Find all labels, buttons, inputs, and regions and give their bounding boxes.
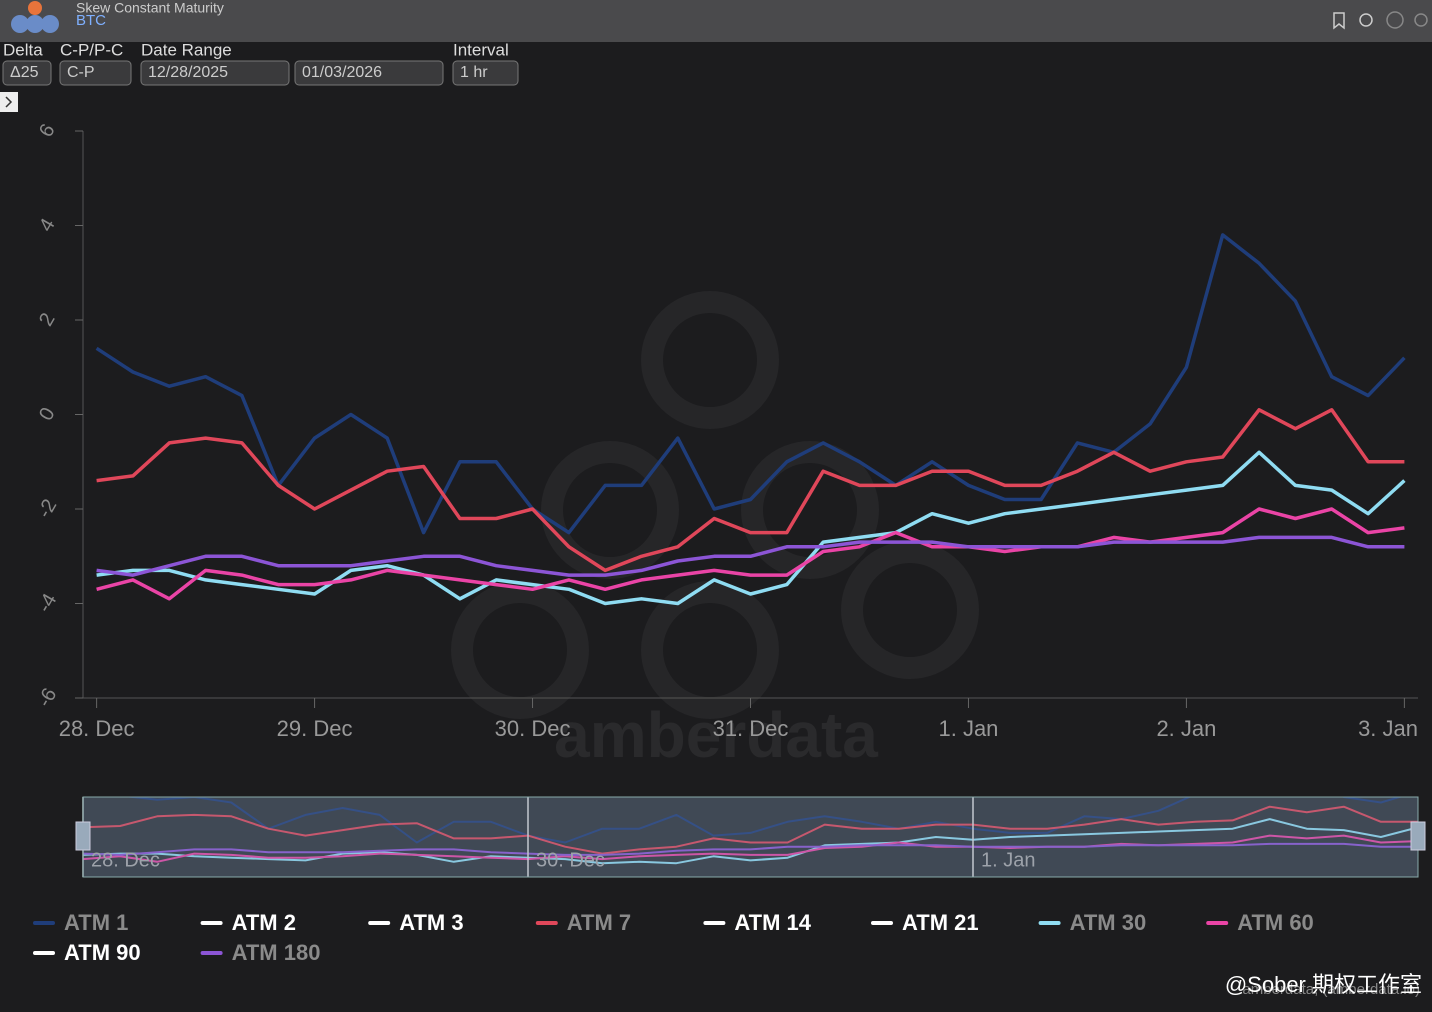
legend-label[interactable]: ATM 7 bbox=[567, 910, 631, 935]
watermark: amberdata bbox=[554, 699, 878, 771]
legend-label[interactable]: ATM 3 bbox=[399, 910, 463, 935]
control-value: 12/28/2025 bbox=[148, 64, 228, 81]
navigator-label: 30. Dec bbox=[536, 849, 605, 871]
legend-label[interactable]: ATM 21 bbox=[902, 910, 979, 935]
credits: amberdata, (amberdata.io) bbox=[1242, 981, 1420, 998]
control-label: Delta bbox=[3, 40, 43, 59]
navigator-handle[interactable] bbox=[75, 821, 91, 851]
legend-label[interactable]: ATM 90 bbox=[64, 940, 141, 965]
watermark-logo bbox=[451, 291, 979, 719]
controls: Delta Δ25 C-P/P-C C-P Date Range 12/28/2025 01… bbox=[2, 40, 519, 86]
control-value: 01/03/2026 bbox=[302, 64, 382, 81]
control-input[interactable] bbox=[59, 60, 132, 86]
legend-label[interactable]: ATM 180 bbox=[232, 940, 321, 965]
control-label: Date Range bbox=[141, 40, 232, 59]
x-tick-label: 29. Dec bbox=[277, 716, 353, 741]
x-tick-label: 31. Dec bbox=[713, 716, 789, 741]
navigator-line bbox=[83, 834, 1418, 863]
navigator-handle[interactable] bbox=[1410, 821, 1426, 851]
header-title: Skew Constant Maturity bbox=[76, 0, 224, 16]
x-tick-label: 30. Dec bbox=[495, 716, 571, 741]
legend-label[interactable]: ATM 60 bbox=[1237, 910, 1314, 935]
control-value: 1 hr bbox=[460, 64, 488, 81]
series-line bbox=[95, 233, 1406, 535]
legend-label[interactable]: ATM 30 bbox=[1070, 910, 1147, 935]
top-bar bbox=[0, 0, 1432, 42]
legend-label[interactable]: ATM 14 bbox=[734, 910, 811, 935]
x-tick-label: 3. Jan bbox=[1358, 716, 1418, 741]
series-line bbox=[96, 507, 1405, 601]
series-line bbox=[96, 408, 1405, 573]
overlay-text: @Sober 期权工作室 bbox=[1225, 972, 1422, 997]
x-tick-label: 28. Dec bbox=[59, 716, 135, 741]
legend-label[interactable]: ATM 1 bbox=[64, 910, 128, 935]
navigator-label: 1. Jan bbox=[981, 849, 1035, 871]
navigator-line bbox=[83, 818, 1418, 865]
navigator-line bbox=[83, 842, 1418, 856]
series-line bbox=[96, 450, 1406, 606]
control-value: Δ25 bbox=[10, 64, 39, 81]
control-label: C-P/P-C bbox=[60, 40, 123, 59]
navigator[interactable] bbox=[82, 796, 1419, 878]
logo bbox=[11, 1, 59, 33]
navigator-line bbox=[123, 797, 1403, 844]
x-tick-label: 2. Jan bbox=[1156, 716, 1216, 741]
control-input[interactable] bbox=[452, 60, 519, 86]
expand-icon bbox=[5, 96, 13, 108]
control-label: Interval bbox=[453, 40, 509, 59]
expand-button[interactable] bbox=[0, 92, 18, 112]
control-input[interactable] bbox=[140, 60, 290, 86]
control-value: C-P bbox=[67, 64, 95, 81]
x-tick-label: 1. Jan bbox=[938, 716, 998, 741]
legend-label[interactable]: ATM 2 bbox=[232, 910, 296, 935]
navigator-label: 28. Dec bbox=[91, 849, 160, 871]
navigator-window[interactable] bbox=[82, 796, 1419, 878]
toolbar-icons[interactable] bbox=[1333, 11, 1428, 30]
control-input[interactable] bbox=[294, 60, 444, 86]
series-line bbox=[96, 535, 1405, 577]
control-input[interactable] bbox=[2, 60, 52, 86]
navigator-line bbox=[83, 805, 1418, 855]
header-subtitle: BTC bbox=[76, 12, 106, 29]
